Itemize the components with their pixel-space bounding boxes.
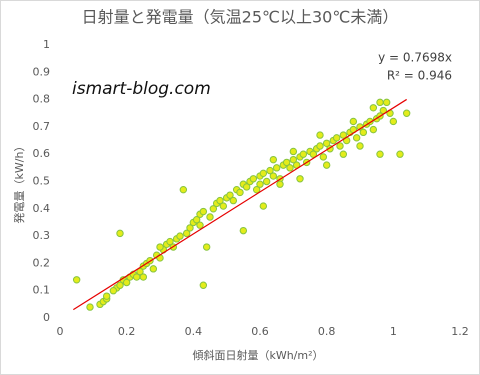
- data-point: [256, 180, 264, 188]
- data-point: [216, 196, 224, 205]
- data-point: [102, 292, 111, 300]
- data-point: [236, 188, 244, 197]
- data-point: [226, 191, 234, 199]
- data-point: [322, 139, 331, 147]
- y-tick-label: 0.8: [33, 93, 51, 106]
- x-tick-label: 0.8: [318, 325, 336, 338]
- x-tick-label: 1: [390, 325, 397, 338]
- data-point: [276, 180, 284, 188]
- trend-equation: y = 0.7698x: [378, 51, 452, 65]
- data-point: [289, 155, 298, 164]
- data-point: [259, 169, 268, 178]
- data-point: [219, 202, 228, 210]
- data-point: [116, 281, 124, 289]
- data-point: [156, 243, 164, 251]
- trend-r2: R² = 0.946: [387, 69, 452, 83]
- data-point: [192, 216, 201, 224]
- data-point: [339, 150, 348, 158]
- data-point: [269, 155, 278, 164]
- data-point: [206, 213, 214, 221]
- x-tick-label: 0.6: [251, 325, 269, 338]
- data-point: [262, 177, 271, 186]
- x-tick-label: 0: [57, 325, 64, 338]
- data-point: [269, 172, 278, 180]
- data-point: [229, 196, 238, 205]
- data-point: [356, 142, 364, 150]
- data-point: [149, 265, 158, 273]
- data-point: [332, 134, 341, 142]
- data-point: [359, 128, 368, 137]
- watermark: ismart-blog.com: [72, 79, 211, 99]
- data-point: [139, 273, 148, 281]
- x-tick-label: 0.2: [118, 325, 136, 338]
- data-point: [369, 125, 378, 134]
- data-point: [109, 287, 118, 295]
- data-point: [209, 205, 218, 213]
- data-point: [382, 98, 391, 107]
- data-point: [352, 134, 361, 142]
- y-tick-label: 0.1: [33, 284, 51, 297]
- y-tick-label: 0.5: [33, 175, 51, 188]
- y-tick-label: 0.7: [33, 120, 51, 133]
- data-point: [319, 153, 328, 161]
- y-tick-label: 0: [43, 311, 50, 324]
- data-point: [259, 202, 268, 210]
- data-point: [86, 303, 94, 311]
- data-point: [282, 158, 291, 167]
- data-point: [272, 164, 281, 172]
- data-point: [376, 98, 384, 107]
- x-axis-label: 傾斜面日射量（kWh/m²）: [192, 348, 323, 362]
- data-point: [339, 131, 348, 139]
- data-point: [316, 131, 324, 139]
- data-point: [199, 207, 208, 216]
- chart-title: 日射量と発電量（気温25℃以上30℃未満）: [82, 8, 399, 27]
- data-point: [239, 226, 248, 235]
- y-tick-label: 1: [43, 38, 50, 51]
- x-tick-label: 1.2: [451, 325, 469, 338]
- data-point: [122, 278, 131, 287]
- y-tick-label: 0.4: [33, 202, 51, 215]
- x-tick-label: 0.4: [185, 325, 203, 338]
- data-point: [202, 243, 211, 251]
- data-point: [299, 150, 308, 158]
- data-point: [286, 164, 294, 172]
- y-tick-label: 0.2: [33, 256, 51, 269]
- data-point: [186, 224, 194, 232]
- data-point: [402, 109, 411, 117]
- data-point: [296, 175, 304, 183]
- data-point: [349, 117, 358, 126]
- data-point: [369, 104, 378, 112]
- data-point: [252, 185, 261, 194]
- data-point: [289, 147, 298, 156]
- data-point: [182, 229, 191, 238]
- data-point: [242, 183, 251, 191]
- data-point: [266, 166, 274, 175]
- data-point: [322, 161, 331, 169]
- data-point: [389, 117, 398, 126]
- data-point: [316, 142, 324, 150]
- data-point: [196, 221, 204, 229]
- y-tick-label: 0.9: [33, 65, 51, 78]
- data-point: [376, 150, 384, 158]
- y-axis-label: 発電量（kW/h）: [12, 141, 26, 224]
- data-point: [176, 232, 184, 240]
- data-point: [136, 267, 144, 276]
- data-point: [166, 237, 174, 246]
- data-point: [249, 175, 258, 183]
- y-tick-label: 0.6: [33, 147, 51, 160]
- data-point: [309, 150, 318, 158]
- y-tick-label: 0.3: [33, 229, 51, 242]
- data-point: [336, 142, 344, 150]
- data-point: [396, 150, 404, 158]
- data-point: [199, 281, 208, 289]
- data-point: [72, 276, 81, 284]
- data-point: [116, 229, 124, 238]
- data-point: [179, 185, 188, 194]
- trendline: [73, 98, 407, 311]
